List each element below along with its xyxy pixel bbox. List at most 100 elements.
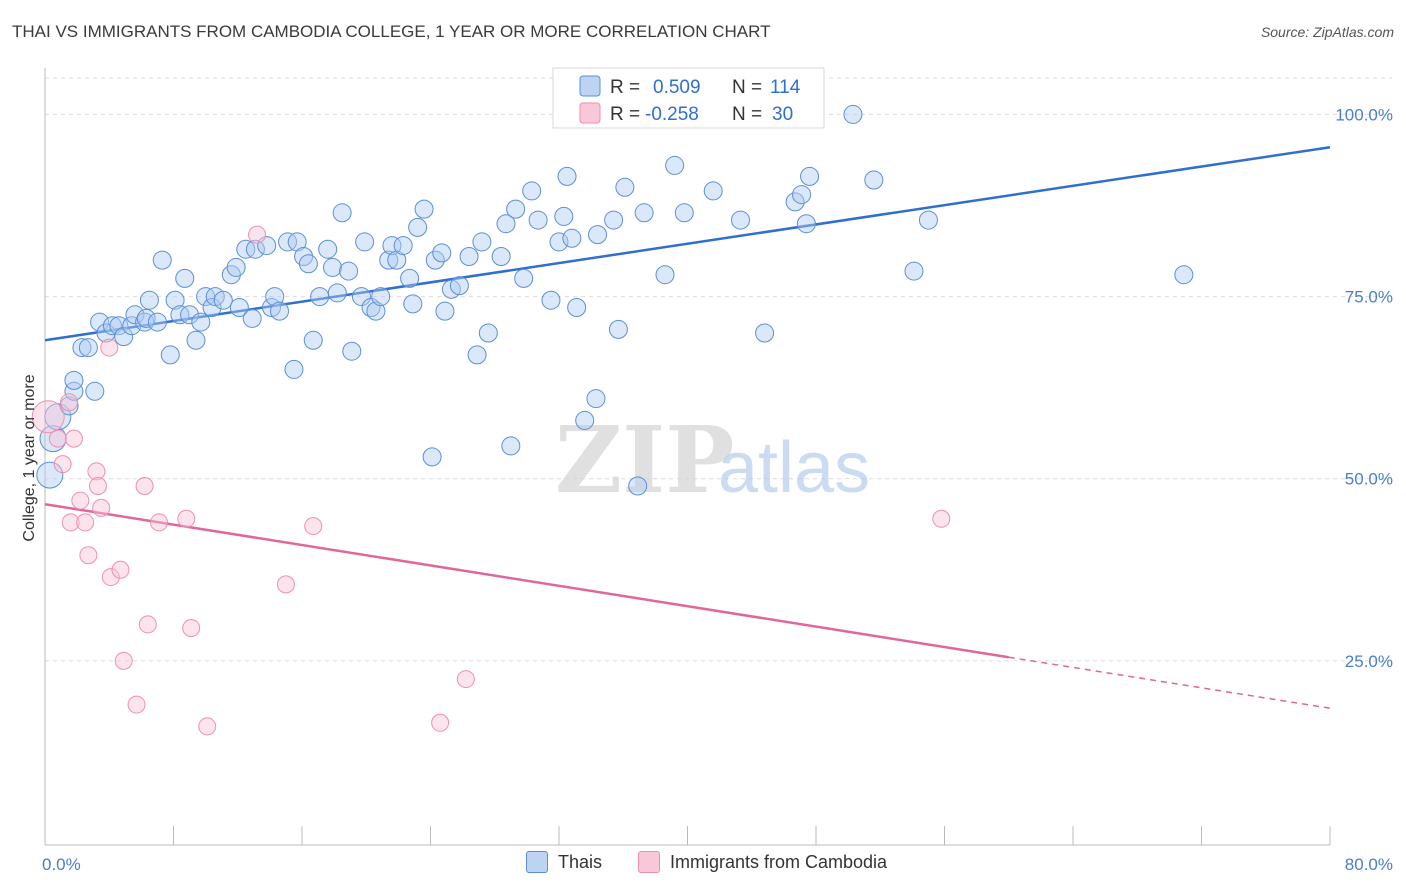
thais-point (435, 301, 455, 321)
thais-point (408, 217, 428, 237)
cambodia-point (932, 509, 951, 528)
thais-point (491, 247, 511, 266)
cambodia-point (61, 513, 80, 532)
thais-point (242, 308, 262, 328)
axes (44, 68, 1331, 846)
thais-point (567, 298, 587, 317)
thais-point (327, 283, 347, 303)
thais-point (382, 236, 402, 256)
thais-point (175, 268, 195, 288)
legend-r-label-2: R = (610, 104, 640, 125)
cambodia-point (304, 517, 323, 536)
bottom-legend-thais-swatch (526, 851, 548, 873)
thais-point (298, 254, 318, 274)
cambodia-point (431, 713, 450, 732)
cambodia-point (71, 491, 90, 510)
thais-point (90, 312, 110, 332)
thais-point (472, 232, 492, 252)
thais-point (165, 290, 185, 310)
thais-point (310, 287, 330, 307)
thais-point (792, 185, 812, 205)
cambodia-point (150, 513, 169, 532)
thais-point (170, 305, 190, 325)
thais-point (755, 323, 775, 343)
cambodia-point (53, 455, 72, 474)
y-tick-labels: 25.0% 50.0% 75.0% 100.0% (1335, 105, 1393, 670)
thais-point (586, 389, 606, 409)
legend-n-label-1: N = (732, 77, 762, 98)
thais-point (796, 214, 816, 234)
cambodia-point (248, 225, 267, 244)
y-tick-label: 25.0% (1345, 652, 1393, 671)
thais-point (674, 203, 694, 223)
bottom-legend-cambodia: Immigrants from Cambodia (638, 851, 887, 873)
legend-r-value-1: 0.509 (653, 77, 701, 98)
thais-point (459, 247, 479, 266)
thais-point (478, 323, 498, 343)
thais-point (366, 301, 386, 321)
cambodia-point (276, 575, 295, 594)
thais-point (501, 436, 521, 456)
thais-point (78, 338, 98, 358)
thais-point (303, 330, 323, 350)
cambodia-point (127, 695, 146, 714)
thais-point (180, 305, 200, 325)
thais-point (355, 232, 375, 252)
thais-point (202, 298, 222, 317)
trend-lines (44, 145, 1331, 709)
thais-point (422, 447, 442, 467)
gridlines (45, 77, 1392, 662)
legend-n-value-1: 114 (770, 77, 801, 98)
cambodia-point (182, 619, 201, 638)
thais-point (265, 287, 285, 307)
thais-point (731, 210, 751, 230)
watermark-zip: ZIP (555, 406, 734, 514)
thais-point (226, 257, 246, 277)
thais-point (425, 250, 445, 270)
cambodia-trend-line (44, 502, 1009, 659)
thais-point (125, 305, 145, 325)
cambodia-point (111, 560, 130, 579)
watermark-atlas: atlas (718, 428, 870, 508)
cambodia-point (89, 477, 108, 495)
thais-point (379, 250, 399, 270)
thais-point (414, 199, 434, 219)
cambodia-point (76, 513, 95, 532)
thais-point (506, 199, 526, 219)
y-axis-title: College, 1 year or more (21, 374, 38, 541)
thais-point (351, 287, 371, 307)
bottom-legend-thais-label: Thais (558, 851, 603, 872)
bottom-legend-cambodia-swatch (638, 851, 660, 873)
thais-point (147, 312, 167, 332)
thais-point (562, 228, 582, 248)
thais-point (655, 265, 675, 285)
thais-point (449, 276, 469, 296)
thais-point (371, 287, 391, 307)
cambodia-point (79, 546, 98, 565)
cambodia-points (31, 225, 951, 736)
thais-points (36, 104, 1194, 496)
cambodia-point (101, 568, 120, 587)
thais-point (64, 370, 84, 390)
thais-point (186, 330, 206, 350)
thais-point (85, 381, 105, 401)
cambodia-point (177, 509, 196, 528)
thais-point (615, 177, 635, 197)
y-tick-label: 50.0% (1345, 470, 1393, 489)
thais-point (36, 461, 64, 489)
thais-point (64, 381, 84, 401)
cambodia-point (456, 670, 475, 689)
chart-title: THAI VS IMMIGRANTS FROM CAMBODIA COLLEGE… (12, 22, 771, 41)
bottom-legend-cambodia-label: Immigrants from Cambodia (670, 851, 888, 872)
thais-point (270, 301, 290, 321)
thais-point (136, 308, 156, 328)
thais-point (554, 206, 574, 226)
thais-point (339, 261, 359, 281)
thais-point (229, 298, 249, 317)
thais-trend-line (44, 145, 1331, 342)
source-label: Source: ZipAtlas.com (1260, 24, 1394, 40)
legend-swatch-cambodia (579, 102, 601, 124)
legend-n-value-2: 30 (772, 104, 793, 125)
cambodia-point (48, 429, 67, 448)
